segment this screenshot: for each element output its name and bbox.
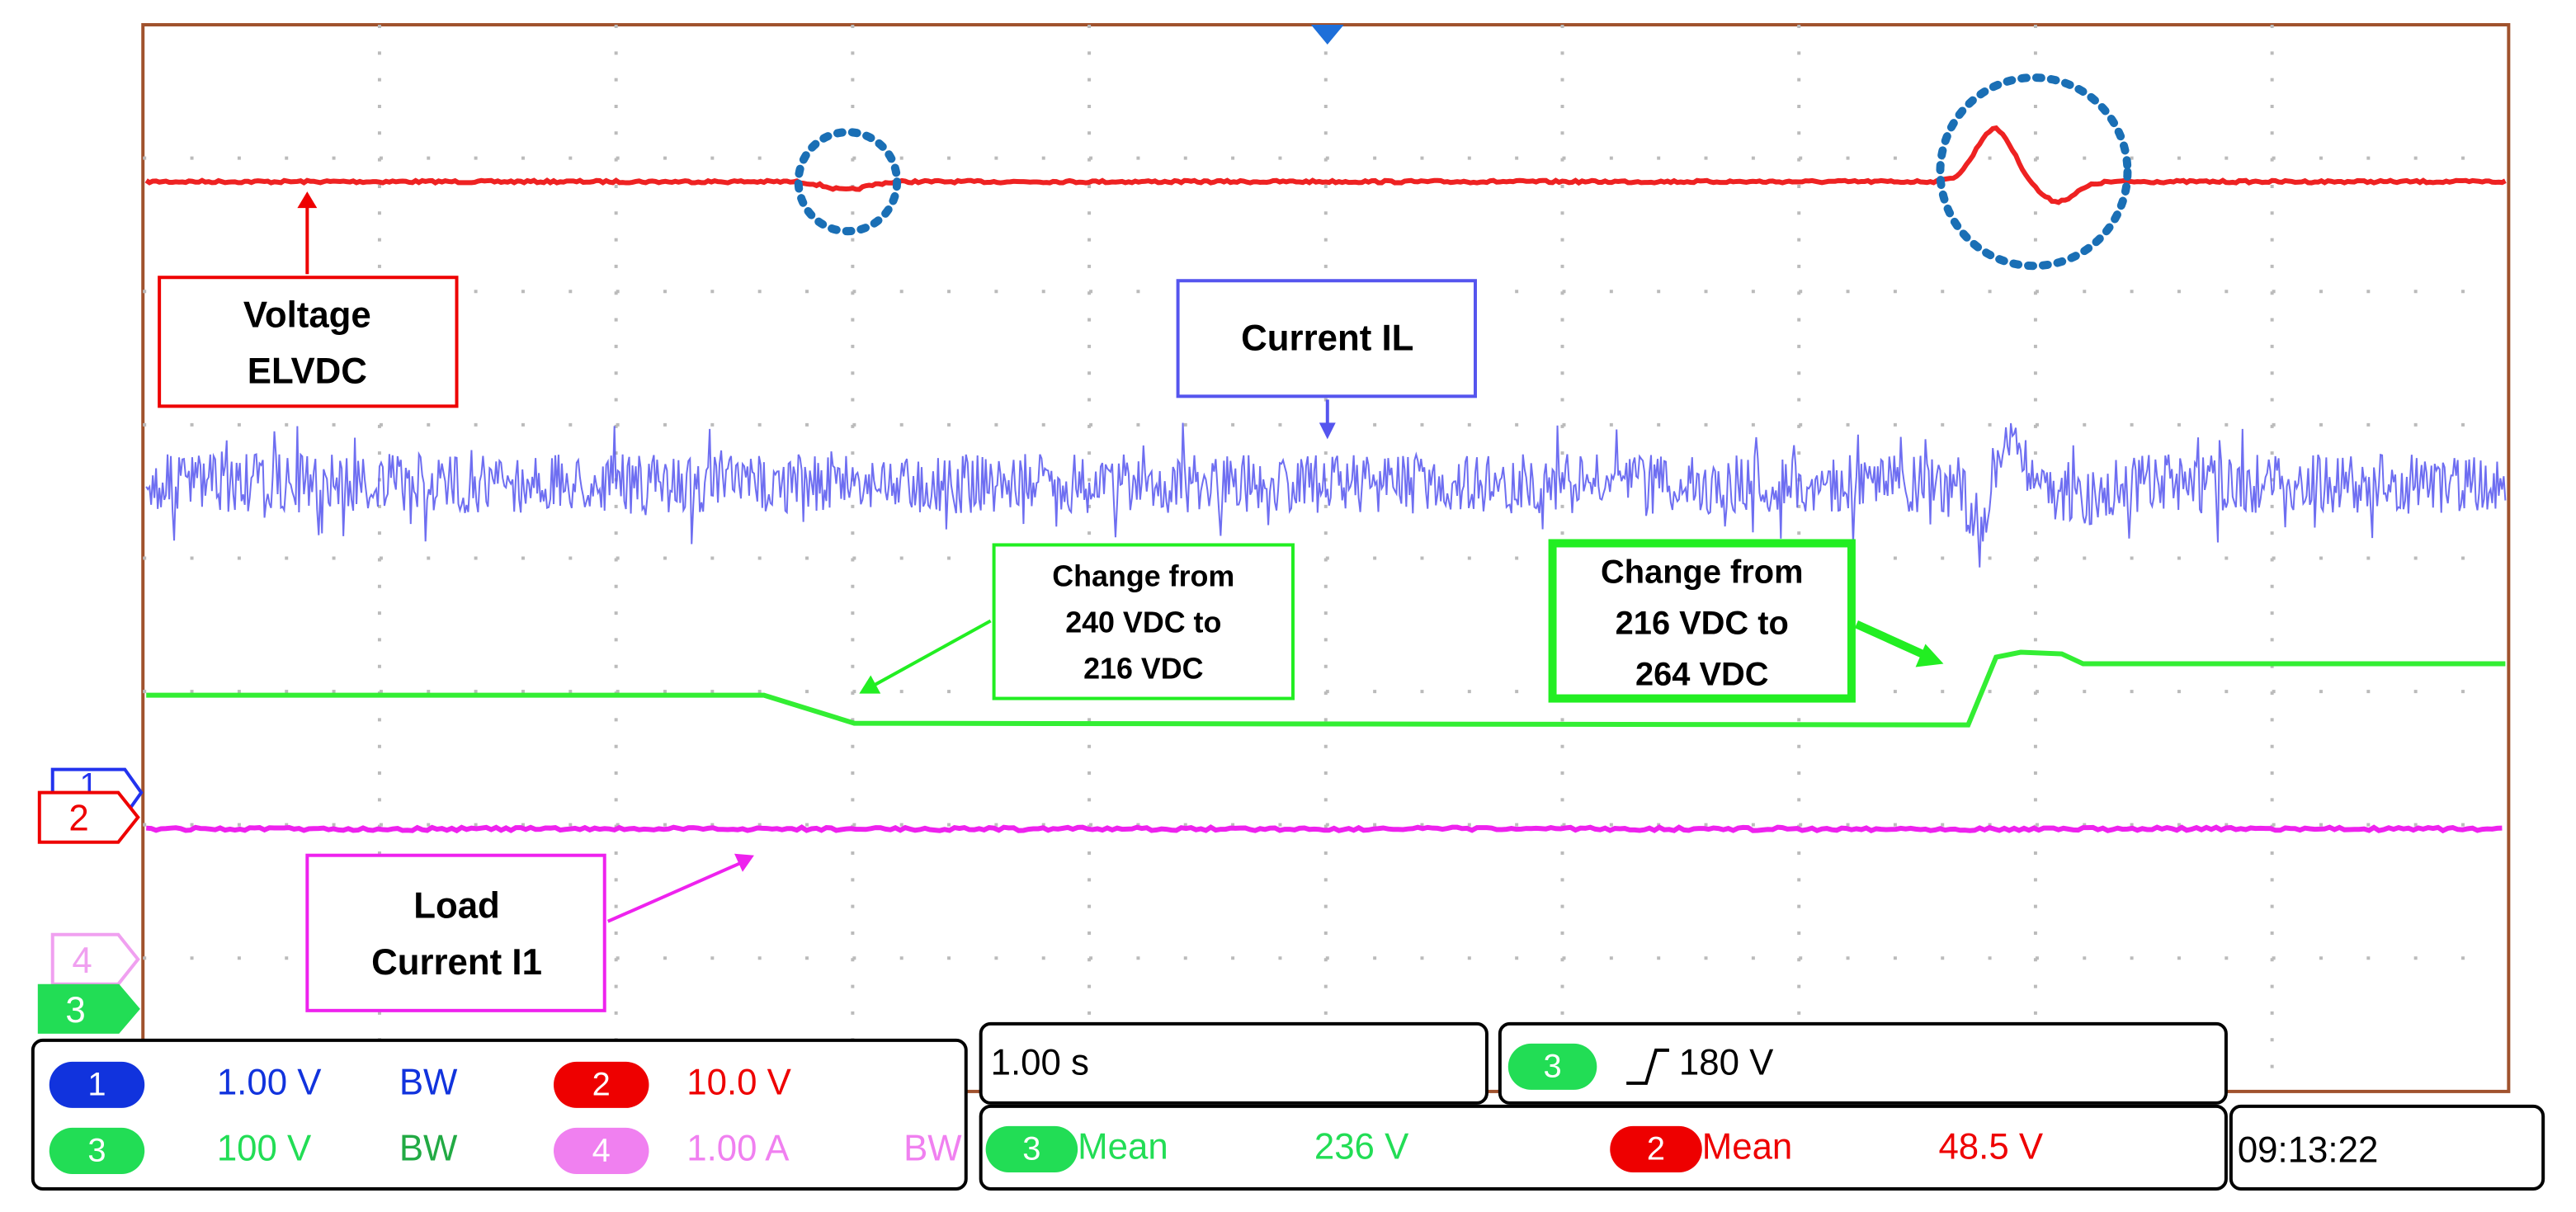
load-box [305,853,606,1012]
timebase-panel [979,1021,1489,1105]
channel-pill [1507,1043,1597,1090]
traces [144,125,2507,834]
annotation-text: Current IL [1241,318,1413,358]
channel-marker [50,932,140,986]
annotation-text: Load [413,886,500,927]
arrow-head [1319,422,1336,440]
channel-pill [985,1125,1078,1172]
measure-label: Mean [1702,1126,1793,1167]
arrow-head [297,191,318,209]
pill-label: 2 [592,1066,611,1102]
voltage-box [158,276,459,408]
annotation-text: Change from [1601,554,1803,590]
annotation-text: 216 VDC [1083,651,1203,685]
channel-pill [1610,1125,1702,1172]
annotation-text: 216 VDC to [1616,605,1789,641]
timebase: 1.00 s [991,1042,1089,1082]
pill-label: 2 [1647,1130,1665,1167]
annotation-text: 240 VDC to [1065,605,1221,639]
pill-label: 1 [87,1066,106,1102]
pill-label: 3 [1022,1130,1040,1167]
voltage-source-trace [146,649,2506,728]
channel-scale: 1.00 V [217,1062,322,1102]
load-current-trace [146,824,2503,834]
annotation-text: Current I1 [371,942,542,983]
channel-panel [31,1038,968,1191]
annotation-text: 264 VDC [1635,656,1769,692]
channel-pill [49,1127,145,1174]
annotation-text: ELVDC [248,351,367,391]
measure-value: 236 V [1314,1126,1409,1167]
annotation-text: Voltage [243,295,371,335]
arrow [1854,620,1924,658]
pill-label: 3 [1543,1048,1561,1084]
rising-edge-icon [1626,1048,1669,1085]
arrow-head [734,853,754,872]
marker-label: 4 [72,941,92,981]
measure-label: Mean [1078,1126,1168,1167]
channel-marker [37,983,140,1034]
channel-scale: 10.0 V [686,1062,791,1102]
current-il-trace [145,422,2507,568]
trigger-level: 180 V [1679,1042,1774,1082]
channel-marker [37,790,140,844]
channel-pill [49,1061,145,1108]
clock-panel [2229,1104,2545,1191]
arrow [873,619,992,687]
measure-value: 48.5 V [1938,1126,2043,1167]
arrow-head [859,675,881,694]
trigger-position-marker [1310,25,1344,45]
measure-panel [979,1104,2228,1191]
pill-label: 4 [592,1132,611,1168]
annotation-text: Change from [1052,559,1234,592]
trigger-panel [1498,1021,2228,1105]
channel-scale: 1.00 A [686,1128,790,1168]
voltage-trace [144,125,2507,205]
highlight-circle [794,128,902,236]
pill-label: 3 [87,1132,106,1168]
arrow-head [1915,644,1944,667]
bandwidth-limit: BW [903,1128,962,1168]
clock: 09:13:22 [2238,1129,2378,1170]
arrow [606,861,740,923]
channel-scale: 100 V [217,1128,312,1168]
channel-pill [553,1127,649,1174]
bandwidth-limit: BW [399,1128,458,1168]
change-down-box [992,543,1295,700]
marker-label: 3 [65,990,85,1030]
channel-pill [553,1061,649,1108]
change-up-box [1548,539,1856,703]
bandwidth-limit: BW [399,1062,458,1102]
current-il-box [1176,279,1477,398]
marker-label: 2 [68,799,88,839]
highlight-circle [1936,73,2132,271]
